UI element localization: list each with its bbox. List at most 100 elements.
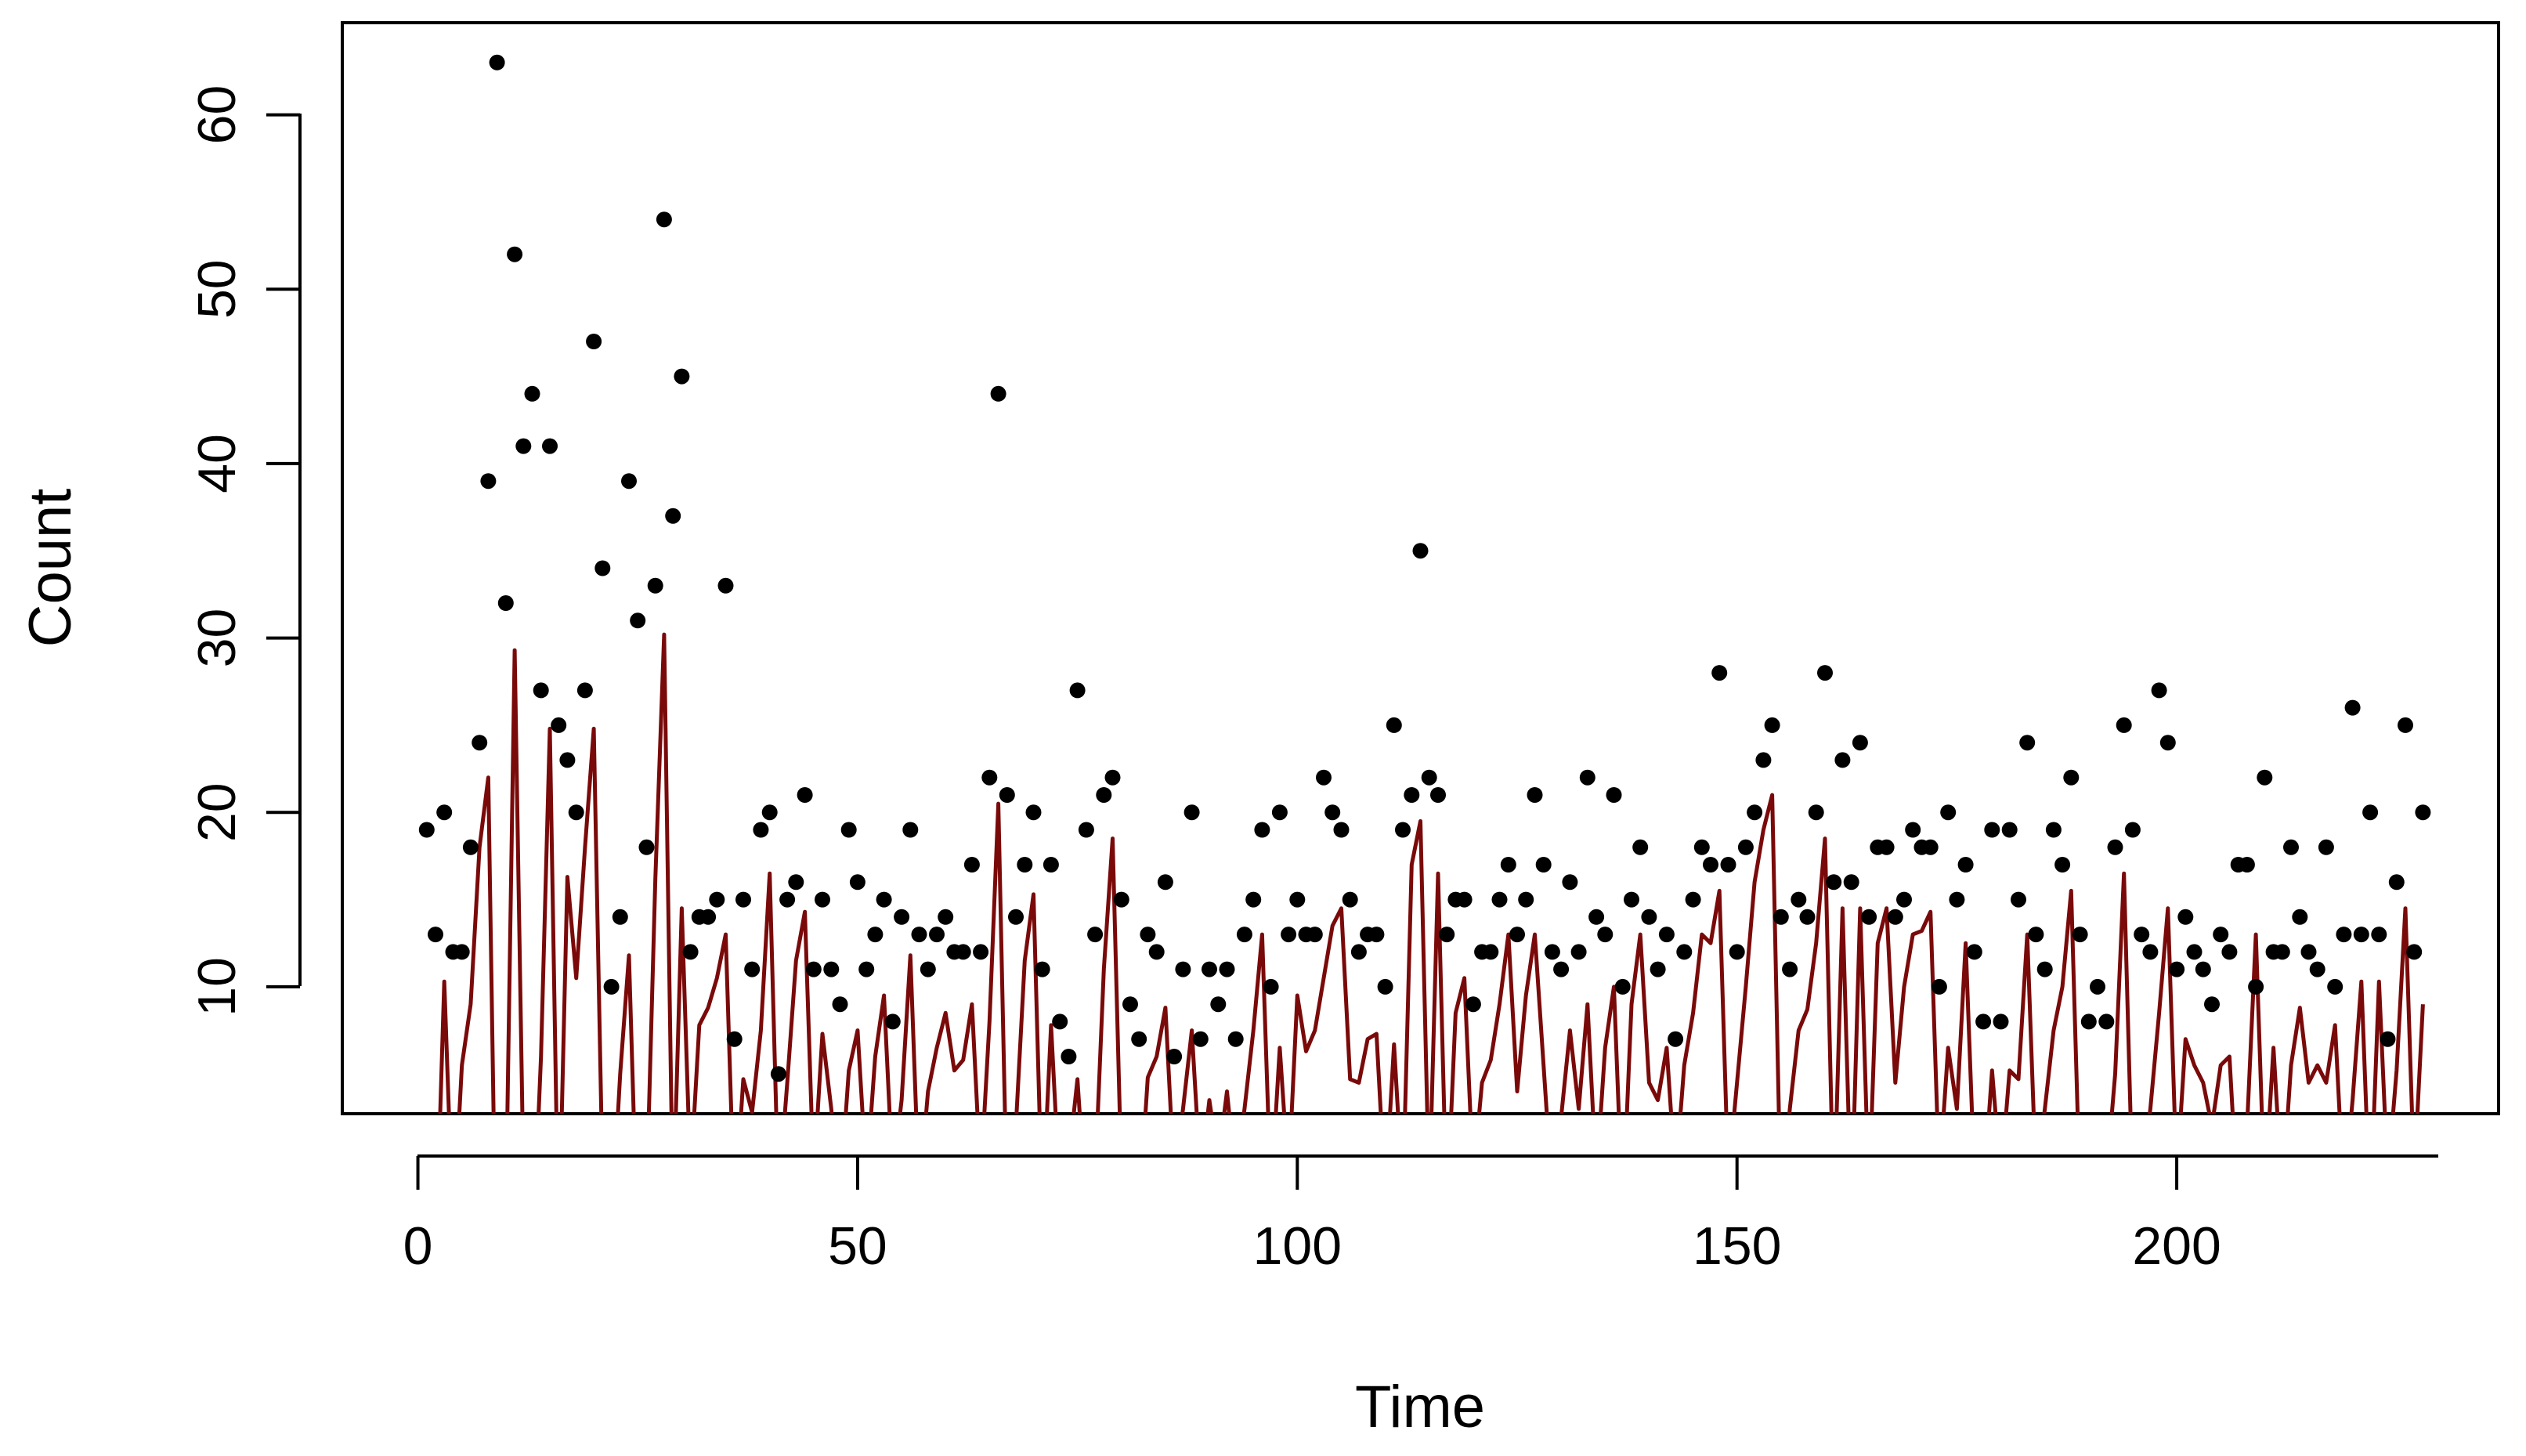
data-point [726,1031,743,1047]
data-point [1465,996,1481,1013]
data-point [1703,857,1718,873]
data-point [551,717,567,733]
data-point [823,961,840,977]
data-point [929,927,945,943]
data-point [2142,944,2159,960]
data-point [1878,839,1895,855]
data-point [472,735,488,751]
data-point [1553,961,1570,977]
data-point [2134,927,2150,943]
data-point [1720,857,1736,873]
data-point [858,961,875,977]
data-point [507,246,523,262]
data-point [2336,927,2352,943]
data-point [1773,909,1789,925]
data-point [1527,787,1543,803]
data-point [1140,927,1156,943]
data-point [1624,891,1639,908]
data-point [1236,927,1252,943]
data-point [2415,804,2431,821]
data-point [2380,1031,2396,1047]
x-axis-title: Time [1355,1374,1485,1440]
data-point [2124,822,2141,838]
data-point [2195,961,2211,977]
y-tick-label: 10 [187,957,247,1017]
data-point [1535,857,1552,873]
data-point [2107,839,2123,855]
data-point [1324,804,1341,821]
data-point [2001,822,2018,838]
data-point [1008,909,1024,925]
data-point [1157,874,1173,891]
data-point [2028,927,2044,943]
data-point [1148,944,1165,960]
data-point [418,822,435,838]
data-point [1817,665,1833,681]
data-point [2080,1013,2097,1030]
data-point [568,804,584,821]
data-point [533,682,549,699]
data-point [1782,961,1798,977]
data-point [454,944,470,960]
data-point [428,927,443,943]
data-point [849,874,865,891]
data-point [770,1066,786,1082]
data-point [1131,1031,1147,1047]
data-point [542,438,558,454]
data-point [1509,927,1525,943]
data-point [1192,1031,1209,1047]
data-point [1096,787,1112,803]
data-point [2292,909,2308,925]
data-point [779,891,796,908]
data-point [2327,978,2344,995]
data-point [1104,769,1121,786]
data-point [1896,891,1912,908]
data-point [1254,822,1270,838]
y-tick-label: 60 [187,85,247,145]
data-point [647,577,663,594]
data-point [2072,927,2088,943]
data-point [1693,839,1710,855]
data-point [1843,874,1859,891]
data-point [1245,891,1262,908]
data-point [1183,804,1200,821]
data-point [1658,927,1675,943]
data-point [497,595,514,611]
data-point [656,211,672,228]
data-point [788,874,804,891]
data-point [1052,1013,1068,1030]
data-point [1289,891,1306,908]
data-point [1404,787,1420,803]
data-point [621,473,637,490]
data-point [1668,1031,1684,1047]
plot-frame [341,21,2500,1115]
data-point [1685,891,1701,908]
data-point [1764,717,1780,733]
points-layer [418,54,2431,1082]
data-point [2318,839,2334,855]
data-point [2151,682,2167,699]
data-point [2406,944,2423,960]
data-point [955,944,971,960]
data-point [1316,769,1332,786]
data-point [1975,1013,1992,1030]
data-point [2353,927,2369,943]
data-point [665,508,681,524]
data-point [753,822,769,838]
x-tick-label: 150 [1693,1216,1781,1276]
data-point [1483,944,1499,960]
data-point [1861,909,1877,925]
data-point [559,752,576,768]
data-point [1122,996,1138,1013]
data-point [1597,927,1614,943]
y-tick-label: 30 [187,609,247,668]
data-point [990,385,1006,402]
data-point [1931,978,1947,995]
data-point [1632,839,1649,855]
series-line [438,632,2425,1114]
data-point [1966,944,1982,960]
data-point [1456,891,1473,908]
data-point [2300,944,2317,960]
data-point [2019,735,2036,751]
